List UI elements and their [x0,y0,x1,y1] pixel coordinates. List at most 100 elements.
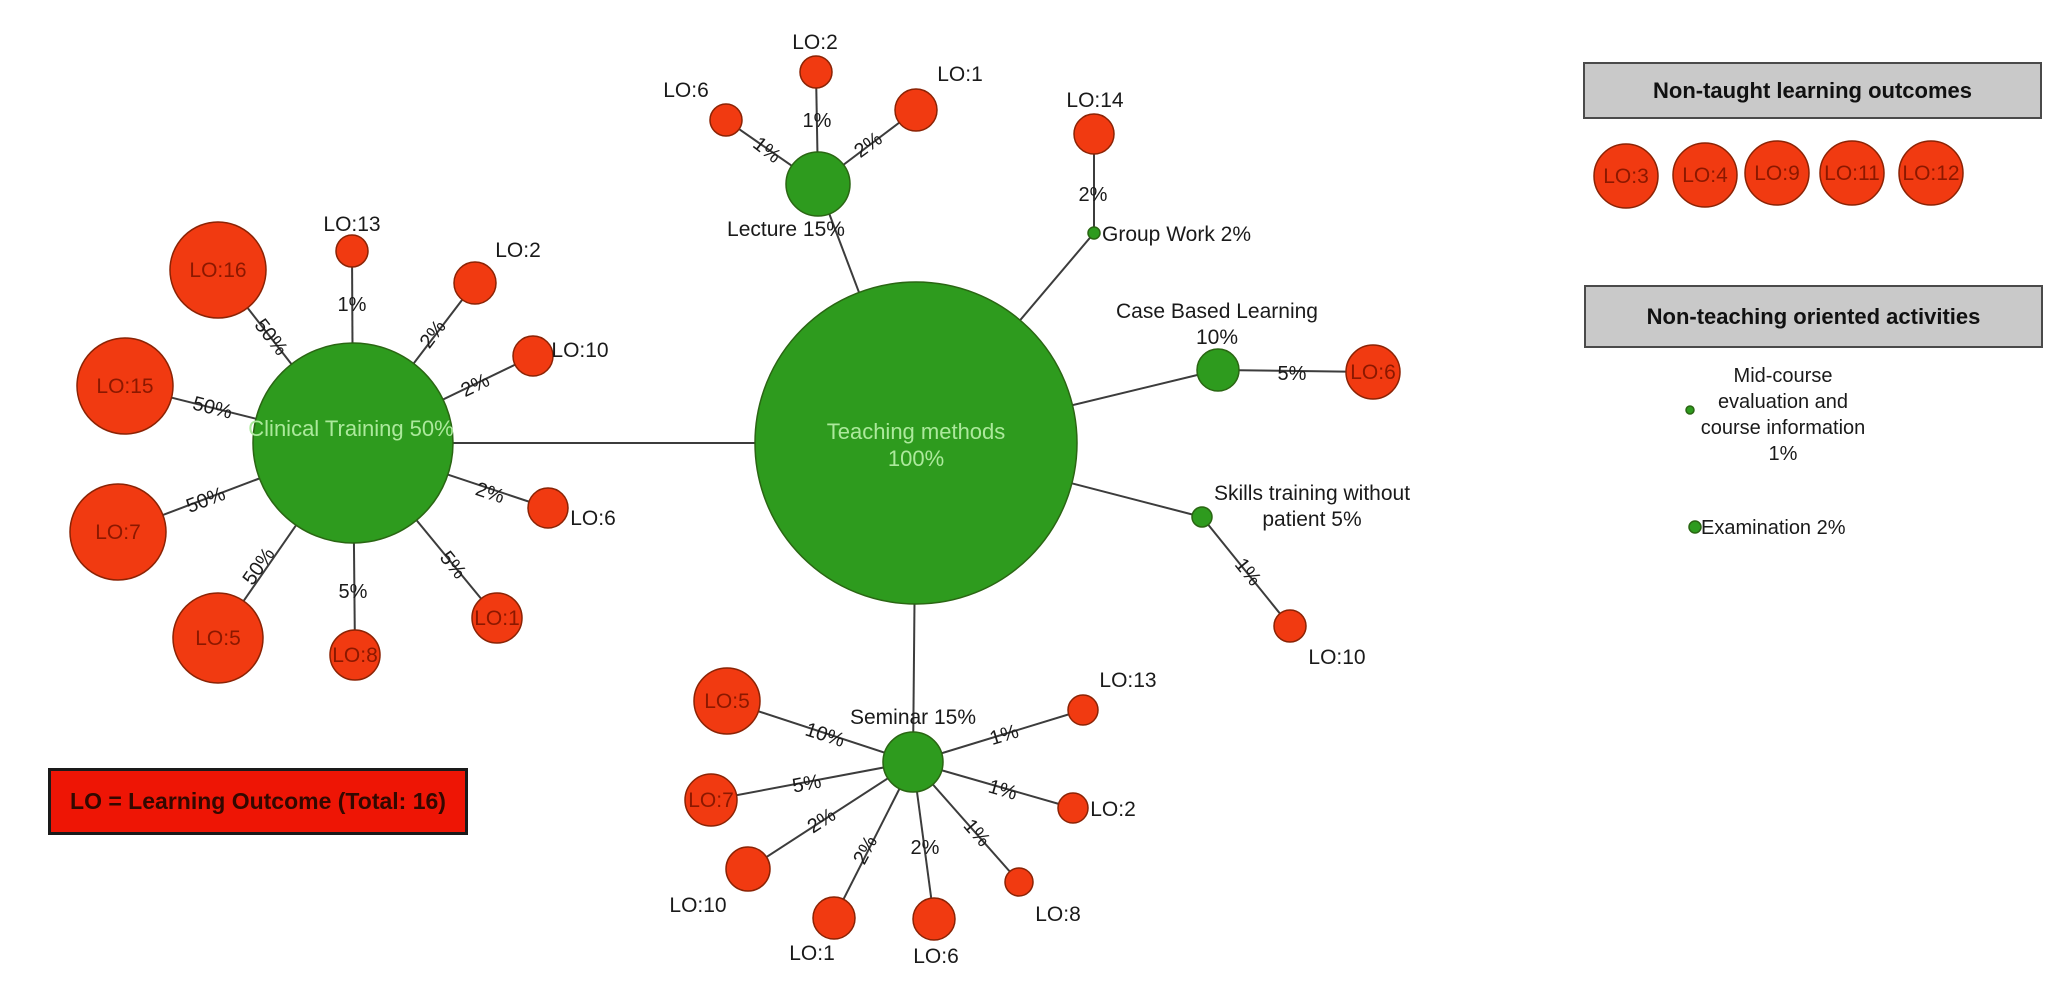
label-lo-1: LO:1 [474,607,520,630]
edge-percent-seminar-lo10_sem: 2% [804,804,840,838]
label-lo-8: LO:8 [1035,903,1081,926]
edge-percent-clinical-lo7_cl: 50% [183,483,228,518]
node-lecture [785,151,851,217]
label-lo-1: LO:1 [937,63,983,86]
node-lo2_sem [1057,792,1089,824]
node-lo1_sem [812,896,856,940]
node-lo4_leg [1672,142,1738,208]
node-lo12_leg [1898,140,1964,206]
label-lo-8: LO:8 [332,644,378,667]
node-lo10_cl [512,335,554,377]
label-lo-6: LO:6 [1350,361,1396,384]
edge-percent-clinical-lo8_cl: 5% [339,581,368,603]
label-lo-10: LO:10 [551,339,608,362]
label-seminar-15: Seminar 15% [850,706,976,729]
node-midcourse_dot [1685,405,1695,415]
node-groupwork [1087,226,1101,240]
edge-percent-clinical-lo10_cl: 2% [458,369,494,402]
node-lo15 [76,337,174,435]
legend-non-taught-title: Non-taught learning outcomes [1653,77,1972,103]
node-seminar [882,731,944,793]
label-lo-2: LO:2 [495,239,541,262]
label-lo-7: LO:7 [688,789,734,812]
label-skills-training-without: Skills training without patient 5% [1214,482,1410,531]
node-casebased [1196,348,1240,392]
label-lo-10: LO:10 [1308,646,1365,669]
edge-percent-seminar-lo1_sem: 2% [849,832,882,868]
label-lo-7: LO:7 [95,521,141,544]
label-lo-16: LO:16 [189,259,246,282]
node-lo8_cl [329,629,381,681]
node-lo6_cb [1345,344,1401,400]
edge-skills-lo10_sk [1201,516,1291,627]
label-lo-2: LO:2 [1090,798,1136,821]
edge-percent-clinical-lo15: 50% [190,393,234,424]
node-lo9_leg [1744,140,1810,206]
edge-percent-lecture-lo2_lec: 1% [803,110,832,132]
label-lo-9: LO:9 [1754,162,1800,185]
label-lo-6: LO:6 [570,507,616,530]
label-lo-4: LO:4 [1682,164,1728,187]
edge-percent-lo14-groupwork: 2% [1079,184,1108,206]
label-lo-13: LO:13 [323,213,380,236]
node-lo1_lec [894,88,938,132]
label-lo-12: LO:12 [1902,162,1959,185]
node-lo6_lec [709,103,743,137]
edge-percent-lecture-lo6_lec: 1% [749,133,785,168]
node-lo10_sk [1273,609,1307,643]
label-lo-5: LO:5 [195,627,241,650]
edge-percent-clinical-lo16: 50% [250,315,292,360]
edge-percent-seminar-lo6_sem: 2% [911,837,940,859]
label-lo-14: LO:14 [1066,89,1124,112]
node-skills [1191,506,1213,528]
node-lo11_leg [1819,140,1885,206]
lo-definition-text: LO = Learning Outcome (Total: 16) [70,788,446,814]
label-lo-1: LO:1 [789,942,835,965]
node-lo3_leg [1593,143,1659,209]
label-lo-10: LO:10 [669,894,726,917]
label-lo-11: LO:11 [1824,162,1880,185]
node-lo8_sem [1004,867,1034,897]
edge-percent-lecture-lo1_lec: 2% [850,128,886,163]
label-lecture-15: Lecture 15% [727,218,845,241]
edge-percent-seminar-lo5_sem: 10% [802,719,847,752]
node-lo2_lec [799,55,833,89]
label-case-based-learning: Case Based Learning 10% [1116,300,1318,349]
label-lo-6: LO:6 [913,945,959,968]
node-lo7_cl [69,483,167,581]
node-lo7_sem [684,773,738,827]
edge-seminar-lo10_sem [747,761,914,870]
node-lo14 [1073,113,1115,155]
lo-definition-box: LO = Learning Outcome (Total: 16) [48,768,468,835]
edge-percent-casebased-lo6_cb: 5% [1278,363,1307,385]
node-lo16 [169,221,267,319]
node-lo2_cl [453,261,497,305]
legend-non-teaching-title: Non-teaching oriented activities [1646,303,1981,329]
label-group-work-2: Group Work 2% [1102,223,1251,246]
node-lo6_sem [912,897,956,941]
node-lo5_cl [172,592,264,684]
label-lo-2: LO:2 [792,31,838,54]
node-exam_dot [1688,520,1702,534]
label-lo-15: LO:15 [96,375,153,398]
label-lo-6: LO:6 [663,79,709,102]
node-lo10_sem [725,846,771,892]
node-lo13_sem [1067,694,1099,726]
node-lo6_cl [527,487,569,529]
label-lo-3: LO:3 [1603,165,1649,188]
legend-non-taught-box: Non-taught learning outcomes [1583,62,2042,119]
node-lo13_cl [335,234,369,268]
label-lo-5: LO:5 [704,690,750,713]
label-mid-course: Mid-course evaluation and course informati… [1701,365,1866,465]
edge-percent-seminar-lo7_sem: 5% [791,771,824,798]
edge-percent-seminar-lo13_sem: 1% [987,720,1021,750]
legend-non-teaching-box: Non-teaching oriented activities [1584,285,2043,348]
node-lo1_cl [471,592,523,644]
label-clinical-training-50: Clinical Training 50% [248,416,453,441]
edge-percent-seminar-lo2_sem: 1% [986,776,1020,805]
node-clinical [252,342,454,544]
edge-percent-clinical-lo13_cl: 1% [338,294,367,316]
edge-percent-clinical-lo6_cl: 2% [473,478,507,508]
label-examination-2: Examination 2% [1701,517,1846,539]
